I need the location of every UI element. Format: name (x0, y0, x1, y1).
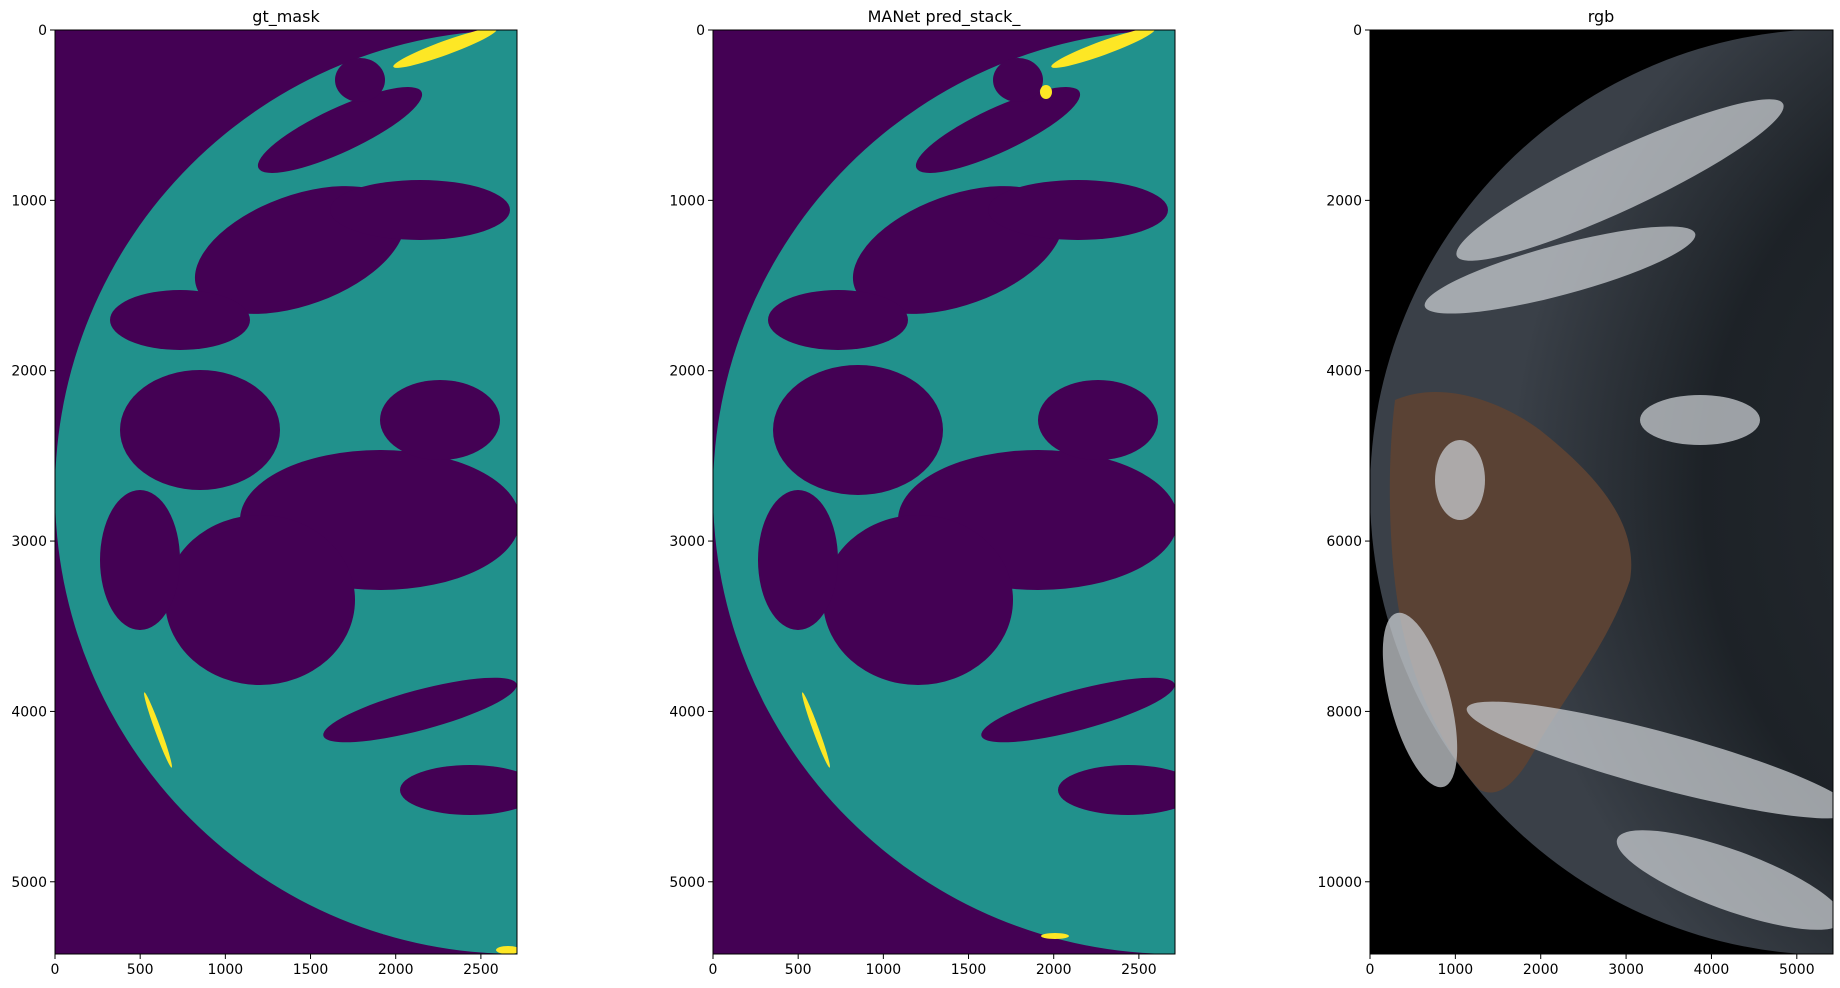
y-tick-label: 3000 (11, 534, 47, 550)
x-tick-label: 0 (709, 962, 718, 978)
x-tick-label: 3000 (1608, 962, 1644, 978)
y-tick-label: 5000 (11, 875, 47, 891)
y-tick-label: 8000 (1326, 704, 1362, 720)
x-tick-label: 2500 (463, 962, 499, 978)
y-tick-label: 0 (38, 23, 47, 39)
x-tick-label: 2000 (1523, 962, 1559, 978)
x-tick-label: 1000 (208, 962, 244, 978)
y-tick-label: 4000 (669, 704, 705, 720)
y-tick-label: 0 (1353, 23, 1362, 39)
x-tick-label: 1500 (293, 962, 329, 978)
x-tick-label: 500 (785, 962, 812, 978)
y-tick-label: 6000 (1326, 534, 1362, 550)
panel-manet-pred: MANet pred_stack_ (669, 7, 1176, 978)
axes-frame (712, 29, 1176, 955)
panel-title: rgb (1588, 7, 1615, 26)
mask-image (713, 30, 1175, 954)
x-tick-label: 1000 (1438, 962, 1474, 978)
mask-image (55, 30, 517, 954)
x-tick-label: 2000 (1036, 962, 1072, 978)
y-tick-label: 5000 (669, 875, 705, 891)
y-tick-label: 1000 (11, 193, 47, 209)
axes-frame (1369, 29, 1834, 955)
tick-labels: 0 1000 2000 3000 4000 5000 0 2000 4000 6000 8000 10… (1317, 23, 1814, 978)
y-tick-label: 4000 (11, 704, 47, 720)
y-tick-label: 10000 (1317, 875, 1362, 891)
panel-rgb: rgb 0 1000 2000 3000 4000 5000 0 2000 4000 6000 80… (1317, 7, 1834, 978)
x-tick-label: 4000 (1694, 962, 1730, 978)
x-tick-label: 500 (127, 962, 154, 978)
x-tick-label: 5000 (1779, 962, 1815, 978)
x-tick-label: 2000 (378, 962, 414, 978)
x-tick-label: 0 (51, 962, 60, 978)
axes-frame (54, 29, 518, 955)
x-tick-label: 1500 (951, 962, 987, 978)
tick-labels: 0 500 1000 1500 2000 2500 0 1000 2000 3000 4000 500… (11, 23, 498, 978)
panel-title: gt_mask (252, 7, 320, 27)
y-tick-label: 0 (696, 23, 705, 39)
rgb-image (1370, 30, 1833, 954)
y-tick-label: 2000 (11, 364, 47, 380)
x-tick-label: 2500 (1121, 962, 1157, 978)
panel-gt-mask: gt_mask (11, 7, 518, 978)
y-tick-label: 2000 (1326, 193, 1362, 209)
tick-labels: 0 500 1000 1500 2000 2500 0 1000 2000 3000 4000 500… (669, 23, 1156, 978)
y-tick-label: 4000 (1326, 364, 1362, 380)
x-tick-label: 1000 (866, 962, 902, 978)
x-tick-label: 0 (1366, 962, 1375, 978)
y-tick-label: 2000 (669, 364, 705, 380)
y-tick-label: 3000 (669, 534, 705, 550)
panel-title: MANet pred_stack_ (868, 7, 1022, 27)
y-tick-label: 1000 (669, 193, 705, 209)
